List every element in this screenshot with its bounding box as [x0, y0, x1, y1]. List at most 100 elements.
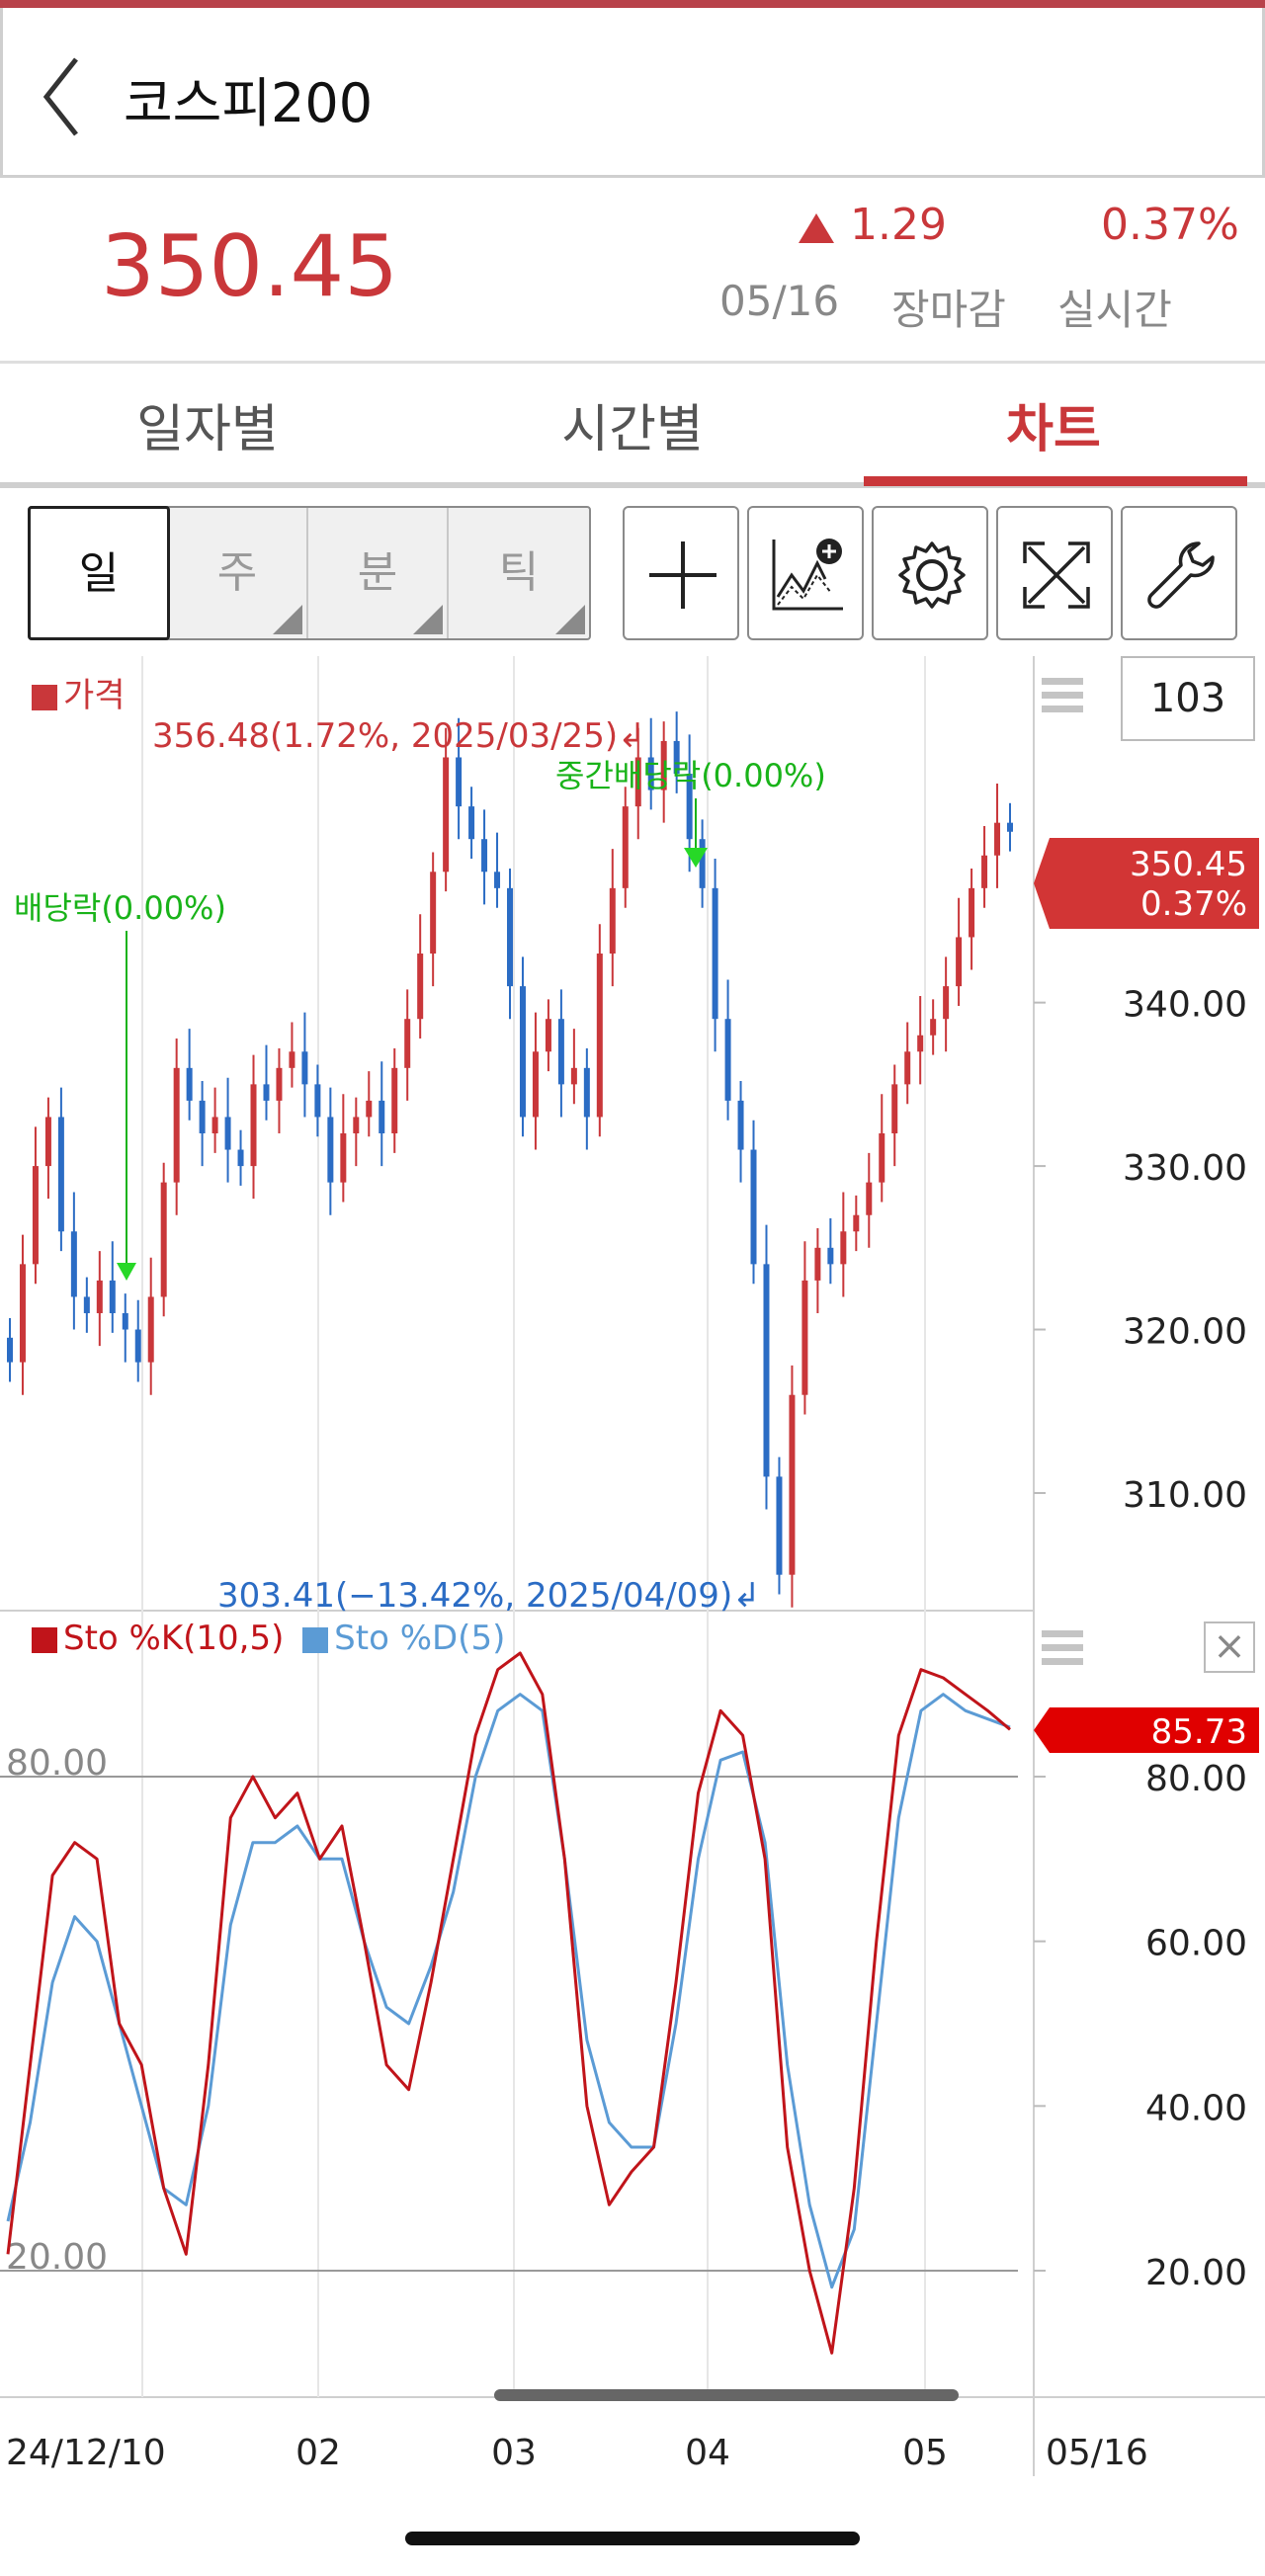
stoch-reference-label: 80.00 — [6, 1743, 108, 1784]
candle-body — [353, 1117, 360, 1134]
candle-body — [866, 1182, 873, 1215]
candle-body — [557, 1019, 564, 1085]
candle-body — [314, 1084, 321, 1118]
candle-body — [70, 1231, 77, 1297]
candle-body — [456, 757, 463, 807]
header-bar: 코스피200 — [0, 8, 1265, 178]
price-and-stochastic-chart[interactable]: 340.00 330.00 320.00 310.00 356.48(1.72%, 20… — [0, 656, 1265, 2476]
price-axis-label: 330.00 — [1123, 1148, 1247, 1189]
chart-toolbar: 주 분 틱 일 — [0, 500, 1265, 646]
stochastic-panel-menu-icon[interactable] — [1042, 1630, 1083, 1672]
candle-body — [570, 1067, 577, 1085]
candle-body — [32, 1166, 39, 1265]
period-weekly-button[interactable]: 주 — [168, 508, 308, 638]
top-accent-bar — [0, 0, 1265, 8]
settings-button[interactable] — [872, 506, 988, 640]
candle-body — [224, 1117, 231, 1150]
candle-body — [301, 1051, 308, 1085]
candle-body — [173, 1067, 180, 1183]
candle-body — [134, 1329, 141, 1363]
candle-body — [250, 1084, 257, 1167]
tools-button[interactable] — [1121, 506, 1237, 640]
quote-panel: 350.45 1.29 0.37% 05/16 장마감 실시간 — [0, 178, 1265, 364]
add-indicator-button[interactable] — [747, 506, 864, 640]
tab-chart[interactable]: 차트 — [1006, 400, 1101, 459]
crosshair-button[interactable] — [623, 506, 739, 640]
period-daily-button[interactable]: 일 — [28, 506, 170, 640]
chart-area[interactable]: 340.00 330.00 320.00 310.00 356.48(1.72%, 20… — [0, 656, 1265, 2476]
x-axis-label: 05/16 — [1046, 2433, 1148, 2473]
candle-body — [430, 872, 437, 955]
candle-body — [237, 1149, 244, 1167]
period-minute-button[interactable]: 분 — [308, 508, 449, 638]
candle-body — [647, 757, 654, 790]
candle-body — [917, 1035, 924, 1052]
candle-body — [83, 1296, 90, 1313]
close-indicator-button[interactable]: × — [1204, 1621, 1255, 1673]
price-legend-label: 가격 — [63, 676, 126, 715]
candle-body — [840, 1231, 847, 1265]
candle-body — [981, 855, 988, 888]
candle-body — [7, 1337, 13, 1363]
page-title: 코스피200 — [124, 72, 374, 134]
price-axis-label: 310.00 — [1123, 1475, 1247, 1516]
stoch-axis-label: 80.00 — [1145, 1759, 1247, 1799]
chevron-left-icon[interactable] — [33, 47, 92, 146]
high-annotation: 356.48(1.72%, 2025/03/25)↲ — [152, 716, 646, 756]
candle-body — [712, 887, 718, 1020]
candle-body — [96, 1280, 103, 1313]
crosshair-icon — [649, 541, 717, 609]
change-value: 1.29 — [850, 200, 947, 250]
k-legend-label: Sto %K(10,5) — [63, 1619, 285, 1658]
stoch-d-line — [6, 1693, 1011, 2289]
session-status: 장마감 — [891, 286, 1006, 334]
candle-body — [481, 839, 488, 873]
x-axis-label: 04 — [685, 2433, 730, 2473]
price-panel-menu-icon[interactable] — [1042, 678, 1083, 719]
candle-body — [160, 1182, 167, 1297]
dividend-marker — [117, 1263, 136, 1281]
candle-body — [686, 774, 693, 840]
candle-body — [853, 1214, 860, 1232]
stoch-axis-label: 60.00 — [1145, 1924, 1247, 1964]
candle-body — [969, 887, 975, 938]
active-tab-indicator — [864, 476, 1247, 486]
candle-body — [763, 1264, 770, 1477]
period-tick-button[interactable]: 틱 — [449, 508, 589, 638]
low-annotation: 303.41(−13.42%, 2025/04/09)↲ — [217, 1576, 761, 1616]
candle-body — [737, 1100, 744, 1150]
candle-body — [327, 1117, 334, 1183]
candle-body — [789, 1394, 796, 1575]
candle-body — [417, 954, 424, 1020]
candle-body — [519, 986, 526, 1118]
x-axis-label: 05 — [902, 2433, 948, 2473]
tab-hourly[interactable]: 시간별 — [561, 400, 704, 459]
candle-body — [750, 1149, 757, 1265]
candle-body — [147, 1296, 154, 1363]
candle-body — [507, 887, 513, 987]
candle-body — [57, 1117, 64, 1232]
candle-body — [289, 1051, 295, 1068]
price-legend-swatch — [32, 684, 57, 710]
candle-body — [109, 1280, 116, 1313]
candle-body — [186, 1067, 193, 1101]
candle-body — [622, 806, 629, 888]
price-axis-label: 340.00 — [1123, 985, 1247, 1026]
visible-count[interactable]: 103 — [1121, 656, 1255, 741]
x-axis-label: 02 — [295, 2433, 341, 2473]
stoch-k-line — [6, 1651, 1011, 2355]
stoch-axis-label: 40.00 — [1145, 2088, 1247, 2128]
period-selector: 주 분 틱 일 — [28, 506, 591, 640]
tab-bar: 일자별 시간별 차트 — [0, 364, 1265, 488]
change-arrow — [797, 200, 836, 250]
candle-body — [673, 740, 680, 775]
candle-body — [891, 1084, 898, 1134]
candle-body — [494, 872, 501, 888]
candle-body — [943, 986, 950, 1020]
tab-daily[interactable]: 일자별 — [136, 400, 279, 459]
price-axis-label: 320.00 — [1123, 1312, 1247, 1353]
expand-button[interactable] — [996, 506, 1113, 640]
candle-body — [609, 887, 616, 955]
candle-body — [545, 1019, 551, 1052]
candle-body — [776, 1476, 783, 1575]
